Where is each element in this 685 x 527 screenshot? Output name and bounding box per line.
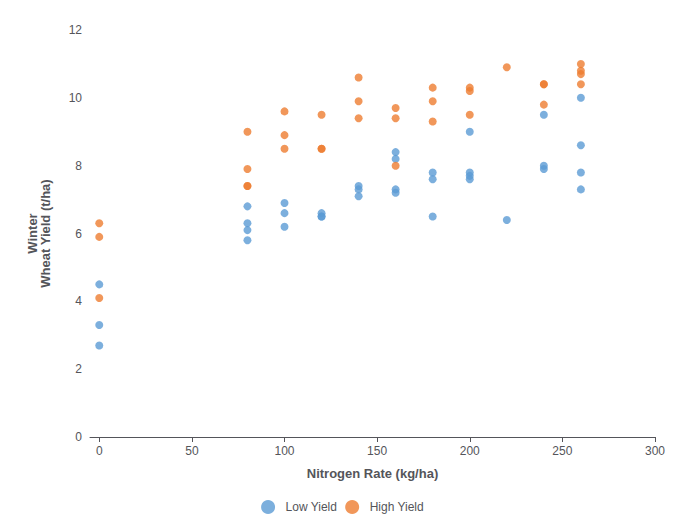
svg-text:50: 50 <box>185 444 199 458</box>
svg-text:0: 0 <box>75 430 82 444</box>
svg-text:Nitrogen Rate (kg/ha): Nitrogen Rate (kg/ha) <box>307 466 438 481</box>
svg-text:Low Yield: Low Yield <box>286 500 337 514</box>
svg-text:8: 8 <box>75 159 82 173</box>
svg-text:12: 12 <box>69 23 83 37</box>
svg-text:4: 4 <box>75 294 82 308</box>
svg-text:0: 0 <box>96 444 103 458</box>
svg-text:150: 150 <box>367 444 387 458</box>
svg-text:Winter: Winter <box>25 213 40 254</box>
svg-text:250: 250 <box>552 444 572 458</box>
svg-text:Wheat Yield (t/ha): Wheat Yield (t/ha) <box>38 179 53 287</box>
svg-text:2: 2 <box>75 362 82 376</box>
svg-text:High Yield: High Yield <box>370 500 424 514</box>
svg-text:200: 200 <box>460 444 480 458</box>
svg-text:6: 6 <box>75 227 82 241</box>
svg-text:300: 300 <box>645 444 665 458</box>
svg-text:10: 10 <box>69 91 83 105</box>
svg-text:100: 100 <box>274 444 294 458</box>
